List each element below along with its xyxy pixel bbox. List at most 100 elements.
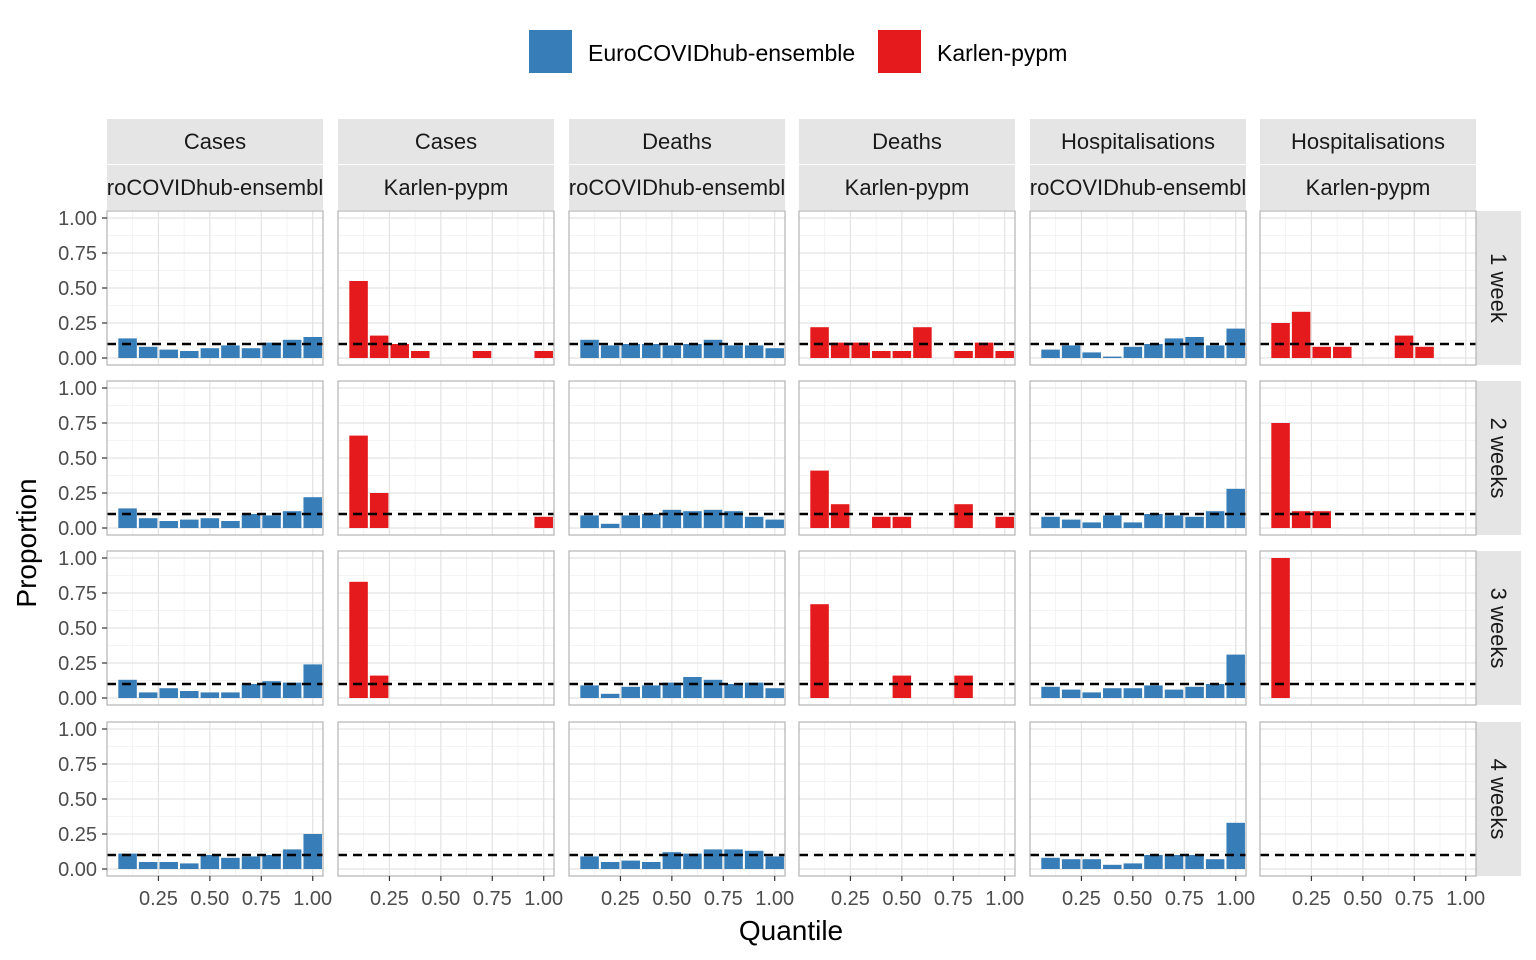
row-strip-label: 3 weeks [1486,588,1511,669]
x-tick-label: 1.00 [293,888,332,910]
bar [703,849,723,869]
bar [580,856,599,869]
y-tick-label: 0.50 [58,278,97,300]
column-strip: Hospitalisations Karlen-pypm [1260,119,1476,210]
bar [724,511,743,528]
bar [282,339,302,358]
bar [1271,323,1290,358]
panel-border [568,380,786,536]
strip-box-target [569,119,785,164]
legend-label-euro: EuroCOVIDhub-ensemble [588,40,855,66]
x-tick-label: 0.25 [1292,888,1331,910]
legend-key-karlen [878,30,921,73]
bar [1123,688,1143,698]
y-tick-label: 0.25 [58,653,97,675]
bar [303,497,322,528]
bar [349,581,368,698]
panel [1029,210,1247,366]
panel [798,210,1016,366]
bar [600,693,620,698]
row-strip-box [1476,551,1521,705]
bar [159,688,178,698]
bar [1082,859,1101,869]
bar [765,856,784,869]
panel-border [798,550,1016,706]
facet-grid: CasesroCOVIDhub-ensemblCasesKarlen-pypmD… [58,119,1521,910]
panel-border [568,550,786,706]
bar [1291,311,1311,358]
bar [703,509,723,528]
strip-box-model [569,165,785,210]
bar [369,493,389,528]
bar [200,518,220,528]
bar [974,342,994,358]
bar [580,339,599,358]
y-tick-label: 0.75 [58,583,97,605]
column-strip: Deaths Karlen-pypm [799,119,1015,210]
x-tick-label: 0.25 [831,888,870,910]
bar [621,860,640,869]
bar [1103,515,1122,528]
bar [1312,346,1331,358]
bar [954,351,973,358]
strip-label-model: Karlen-pypm [845,175,970,200]
panel-border [1029,550,1247,706]
strip-box-target [799,119,1015,164]
bar [1144,685,1163,698]
panel [337,380,555,536]
panel-border [337,210,555,366]
y-tick-label: 1.00 [58,208,97,230]
bar [1271,423,1290,528]
bar [830,504,850,528]
panel [106,721,324,877]
x-tick-label: 0.25 [370,888,409,910]
panel-border [568,210,786,366]
bar [683,511,702,528]
panel [1259,210,1477,366]
column-strip: Cases roCOVIDhub-ensembl [107,119,323,210]
bar [1103,864,1122,869]
panel-border [798,380,1016,536]
bar [744,850,764,869]
row-strip-box [1476,722,1521,876]
bar [642,344,661,358]
bar [118,338,137,358]
bar [303,337,322,358]
bar [1415,346,1434,358]
bar [580,685,599,698]
bar [221,345,240,358]
bar [662,852,682,869]
bar [241,684,261,698]
panel-border [1259,380,1477,536]
bar [1394,335,1414,358]
bar [118,508,137,528]
bar [810,470,829,528]
bar [1205,511,1225,528]
bar [159,521,178,528]
y-tick-label: 0.75 [58,413,97,435]
strip-label-model: roCOVIDhub-ensembl [107,175,323,200]
bar [1041,349,1060,358]
bar [1205,345,1225,358]
y-tick-label: 0.25 [58,313,97,335]
bar [221,857,240,869]
strip-label-model: roCOVIDhub-ensembl [569,175,785,200]
strip-box-target [107,119,323,164]
bar [1205,859,1225,869]
panel [568,380,786,536]
bar [1312,511,1331,528]
bar [662,345,682,358]
strip-box-target [338,119,554,164]
bar [744,516,764,528]
bar [1164,855,1184,869]
bar [600,862,620,869]
bar [703,679,723,698]
legend-label-karlen: Karlen-pypm [937,40,1067,66]
panel [798,550,1016,706]
panel [337,210,555,366]
bar [744,345,764,358]
panel [1259,380,1477,536]
bar [642,862,661,869]
bar [180,863,199,869]
row-strip: 1 week [1476,211,1521,365]
